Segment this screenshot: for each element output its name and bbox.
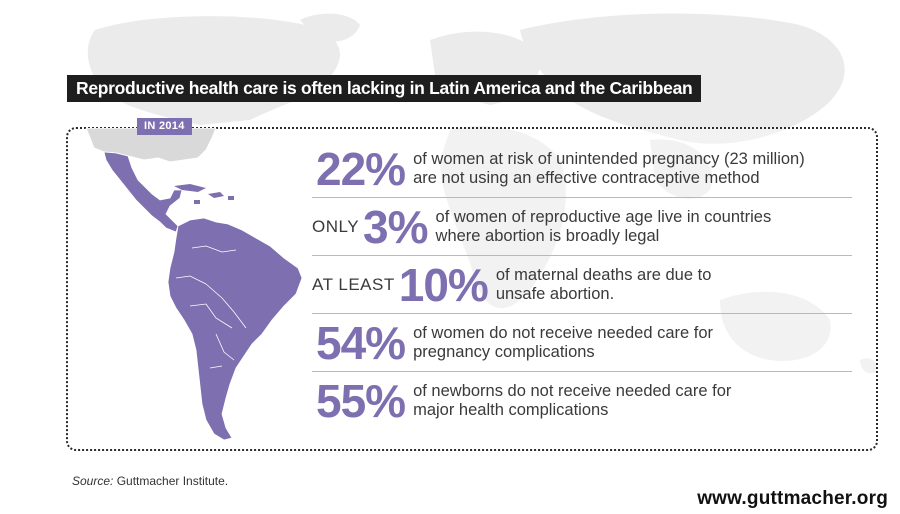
latin-america-map	[85, 128, 303, 441]
stat-desc-line: of maternal deaths are due to	[495, 265, 712, 284]
stat-row: 22% of women at risk of unintended pregn…	[312, 140, 852, 198]
stat-value: 55%	[316, 375, 406, 427]
stat-desc-line: unsafe abortion.	[495, 284, 615, 303]
stat-prefix: AT LEAST	[312, 274, 395, 294]
stats-list: 22% of women at risk of unintended pregn…	[312, 140, 852, 430]
stat-row: ONLY 3% of women of reproductive age liv…	[312, 198, 852, 256]
source-note: Source: Guttmacher Institute.	[72, 474, 228, 488]
stat-desc-line: of women do not receive needed care for	[413, 323, 714, 342]
stat-prefix: ONLY	[312, 216, 360, 236]
stat-row: 54% of women do not receive needed care …	[312, 314, 852, 372]
stat-description: of women at risk of unintended pregnancy…	[413, 150, 805, 188]
stat-desc-line: where abortion is broadly legal	[435, 226, 660, 245]
stat-value: 22%	[316, 142, 406, 195]
stat-description: of maternal deaths are due to unsafe abo…	[496, 266, 712, 304]
stat-value: 54%	[316, 316, 406, 369]
stat-desc-line: of newborns do not receive needed care f…	[413, 382, 732, 400]
stat-desc-line: pregnancy complications	[413, 342, 595, 361]
website-link[interactable]: www.guttmacher.org	[697, 488, 888, 509]
stat-description: of women do not receive needed care for …	[413, 324, 713, 362]
source-label: Source:	[72, 474, 114, 488]
year-badge: IN 2014	[137, 118, 192, 135]
page-title: Reproductive health care is often lackin…	[67, 75, 702, 102]
stat-value: 10%	[398, 258, 489, 311]
stat-desc-line: of women at risk of unintended pregnancy…	[413, 149, 805, 168]
stat-desc-line: are not using an effective contraceptive…	[413, 168, 760, 187]
stat-desc-line: of women of reproductive age live in cou…	[435, 207, 772, 226]
stat-row: 55% of newborns do not receive needed ca…	[312, 372, 852, 430]
stat-value: 3%	[363, 200, 428, 253]
stat-desc-line: major health complications	[413, 401, 609, 419]
stat-row: AT LEAST 10% of maternal deaths are due …	[312, 256, 852, 314]
source-text: Guttmacher Institute.	[116, 474, 229, 488]
stat-description: of newborns do not receive needed care f…	[413, 382, 731, 420]
stat-description: of women of reproductive age live in cou…	[436, 208, 772, 246]
